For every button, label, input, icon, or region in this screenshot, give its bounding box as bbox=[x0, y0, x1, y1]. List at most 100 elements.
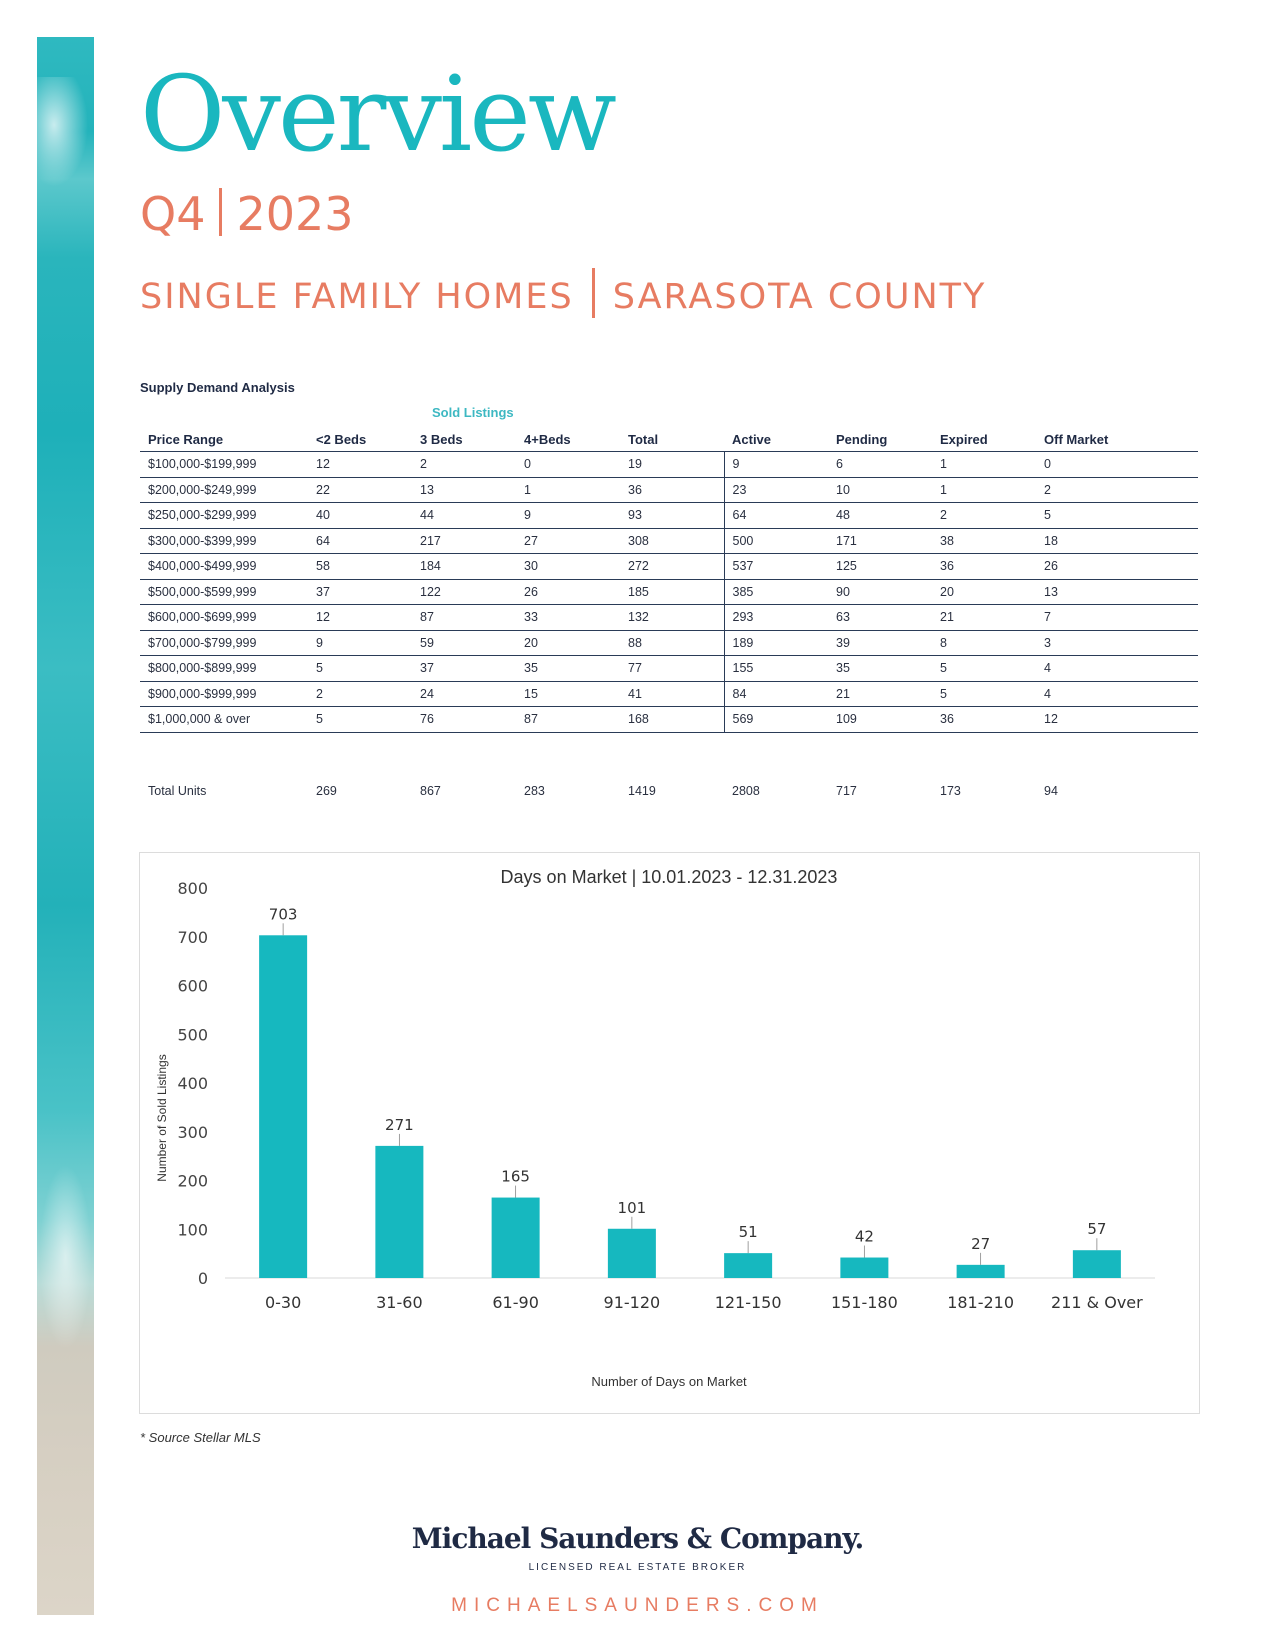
table-cell: $500,000-$599,999 bbox=[140, 579, 308, 605]
table-cell: 87 bbox=[412, 604, 516, 631]
table-cell: 88 bbox=[620, 630, 725, 656]
table-cell: 33 bbox=[516, 604, 620, 631]
x-axis-label: Number of Days on Market bbox=[591, 1374, 747, 1389]
table-cell: 2 bbox=[1036, 477, 1198, 503]
total-value: 1419 bbox=[628, 784, 656, 798]
table-cell: 20 bbox=[932, 579, 1036, 605]
table-cell: 63 bbox=[828, 604, 932, 631]
table-cell: 272 bbox=[620, 553, 725, 580]
y-tick-label: 700 bbox=[177, 928, 208, 947]
table-row: $200,000-$249,999 22 13 1 36 23 10 1 2 bbox=[140, 477, 1198, 503]
x-tick-label: 211 & Over bbox=[1051, 1293, 1143, 1312]
table-cell: $250,000-$299,999 bbox=[140, 502, 308, 529]
table-cell: 12 bbox=[308, 451, 412, 478]
table-cell: 2 bbox=[932, 502, 1036, 529]
table-cell: 1 bbox=[516, 477, 620, 503]
y-axis-label: Number of Sold Listings bbox=[155, 1054, 169, 1181]
table-cell: 93 bbox=[620, 502, 725, 529]
table-cell: 64 bbox=[724, 502, 828, 529]
data-label: 57 bbox=[1087, 1220, 1106, 1238]
total-value: 2808 bbox=[732, 784, 760, 798]
table-cell: 189 bbox=[724, 630, 828, 656]
total-value: 94 bbox=[1044, 784, 1058, 798]
column-header: 4+Beds bbox=[516, 427, 620, 452]
brand-logo: Michael Saunders & Company. bbox=[411, 1522, 865, 1555]
table-cell: 5 bbox=[308, 655, 412, 682]
table-row: $100,000-$199,999 12 2 0 19 9 6 1 0 bbox=[140, 451, 1198, 478]
table-cell: 109 bbox=[828, 706, 932, 733]
table-cell: $800,000-$899,999 bbox=[140, 655, 308, 682]
supply-demand-table: Price Range <2 Beds 3 Beds 4+Beds Total Activ… bbox=[140, 427, 1198, 733]
table-cell: 37 bbox=[308, 579, 412, 605]
table-cell: 90 bbox=[828, 579, 932, 605]
table-cell: 12 bbox=[1036, 706, 1198, 733]
table-cell: 185 bbox=[620, 579, 725, 605]
table-cell: 5 bbox=[1036, 502, 1198, 529]
table-header-row: Price Range <2 Beds 3 Beds 4+Beds Total Activ… bbox=[140, 427, 1198, 452]
table-cell: 171 bbox=[828, 528, 932, 554]
table-cell: 0 bbox=[516, 451, 620, 478]
table-cell: $700,000-$799,999 bbox=[140, 630, 308, 656]
column-header: <2 Beds bbox=[308, 427, 412, 452]
data-label: 101 bbox=[618, 1199, 647, 1217]
table-cell: 9 bbox=[724, 451, 828, 478]
table-cell: 36 bbox=[620, 477, 725, 503]
table-row: $700,000-$799,999 9 59 20 88 189 39 8 3 bbox=[140, 630, 1198, 656]
data-label: 27 bbox=[971, 1235, 990, 1253]
y-tick-label: 0 bbox=[198, 1269, 208, 1288]
data-label: 703 bbox=[269, 905, 298, 923]
website-link[interactable]: MICHAELSAUNDERS.COM bbox=[451, 1595, 824, 1616]
sold-listings-group-label: Sold Listings bbox=[432, 405, 514, 420]
bar bbox=[840, 1257, 889, 1278]
table-cell: 41 bbox=[620, 681, 725, 707]
table-body: $100,000-$199,999 12 2 0 19 9 6 1 0 $200,000-$249… bbox=[140, 451, 1198, 733]
table-cell: $300,000-$399,999 bbox=[140, 528, 308, 554]
table-cell: 184 bbox=[412, 553, 516, 580]
table-cell: 8 bbox=[932, 630, 1036, 656]
table-cell: 36 bbox=[932, 553, 1036, 580]
table-cell: 1 bbox=[932, 477, 1036, 503]
total-value: 173 bbox=[940, 784, 961, 798]
x-tick-label: 31-60 bbox=[376, 1293, 423, 1312]
county-label: SARASOTA COUNTY bbox=[612, 277, 987, 317]
bar bbox=[724, 1253, 773, 1278]
y-tick-label: 400 bbox=[177, 1074, 208, 1093]
wave-foam bbox=[37, 1157, 94, 1357]
table-cell: 18 bbox=[1036, 528, 1198, 554]
table-cell: 35 bbox=[828, 655, 932, 682]
table-cell: 12 bbox=[308, 604, 412, 631]
table-cell: 569 bbox=[724, 706, 828, 733]
report-subtitle: SINGLE FAMILY HOMES SARASOTA COUNTY bbox=[140, 268, 986, 318]
table-cell: 4 bbox=[1036, 655, 1198, 682]
table-row: $250,000-$299,999 40 44 9 93 64 48 2 5 bbox=[140, 502, 1198, 529]
table-cell: 35 bbox=[516, 655, 620, 682]
table-cell: 21 bbox=[828, 681, 932, 707]
table-cell: 5 bbox=[932, 681, 1036, 707]
table-cell: 58 bbox=[308, 553, 412, 580]
table-cell: 1 bbox=[932, 451, 1036, 478]
table-cell: 76 bbox=[412, 706, 516, 733]
column-header: 3 Beds bbox=[412, 427, 516, 452]
bar bbox=[1072, 1250, 1121, 1278]
y-tick-label: 800 bbox=[177, 879, 208, 898]
total-value: 717 bbox=[836, 784, 857, 798]
table-cell: 2 bbox=[308, 681, 412, 707]
column-header: Total bbox=[620, 427, 724, 452]
y-tick-label: 600 bbox=[177, 977, 208, 996]
table-title: Supply Demand Analysis bbox=[140, 380, 295, 395]
table-cell: 13 bbox=[1036, 579, 1198, 605]
table-cell: 84 bbox=[724, 681, 828, 707]
table-cell: 500 bbox=[724, 528, 828, 554]
table-cell: 2 bbox=[412, 451, 516, 478]
table-cell: 87 bbox=[516, 706, 620, 733]
table-cell: 4 bbox=[1036, 681, 1198, 707]
table-cell: 5 bbox=[308, 706, 412, 733]
table-cell: $200,000-$249,999 bbox=[140, 477, 308, 503]
x-tick-label: 61-90 bbox=[492, 1293, 539, 1312]
table-cell: 26 bbox=[1036, 553, 1198, 580]
bar bbox=[375, 1145, 424, 1278]
table-cell: 122 bbox=[412, 579, 516, 605]
table-row: $600,000-$699,999 12 87 33 132 293 63 21 7 bbox=[140, 604, 1198, 631]
source-note: * Source Stellar MLS bbox=[140, 1430, 261, 1445]
table-cell: 293 bbox=[724, 604, 828, 631]
